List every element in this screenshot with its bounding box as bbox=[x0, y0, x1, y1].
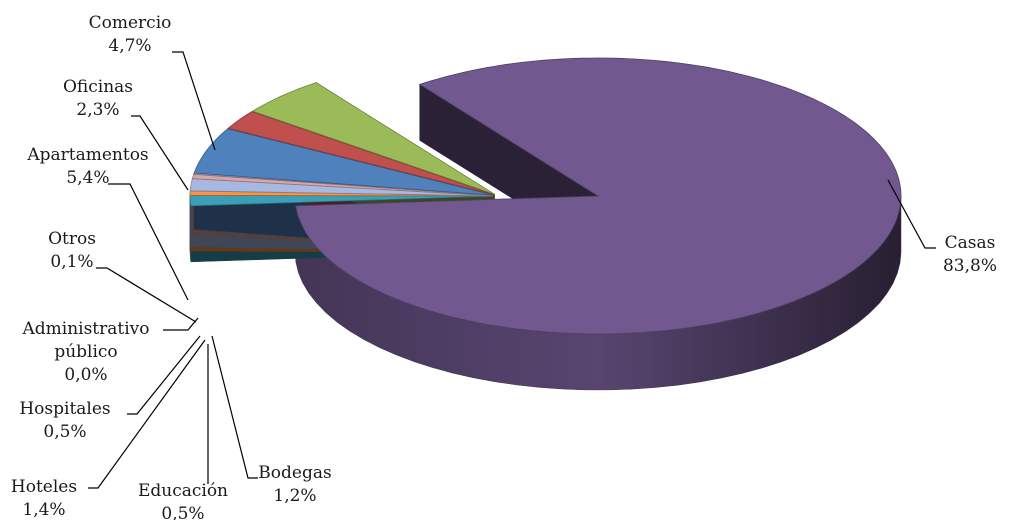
slice-label-comercio: Comercio 4,7% bbox=[89, 13, 172, 56]
slice-label-hoteles: Hoteles 1,4% bbox=[11, 477, 77, 520]
leader-line-casas bbox=[887, 179, 936, 249]
slice-label-hospitales: Hospitales 0,5% bbox=[19, 399, 110, 442]
slice-label-oficinas: Oficinas 2,3% bbox=[63, 77, 133, 120]
leader-line-hoteles bbox=[88, 339, 206, 489]
leader-lines bbox=[88, 51, 936, 489]
slice-label-administrativo-publico: Administrativo público 0,0% bbox=[21, 319, 149, 385]
slice-oficinas bbox=[227, 111, 494, 196]
leader-line-otros bbox=[96, 267, 197, 323]
slice-label-apartamentos: Apartamentos 5,4% bbox=[26, 145, 148, 188]
leader-line-hospitales bbox=[127, 335, 201, 415]
slice-apartamentos bbox=[193, 128, 494, 196]
leader-line-oficinas bbox=[131, 115, 189, 191]
slice-labels: Casas 83,8% Bodegas 1,2% Educación 0,5% Hotele… bbox=[11, 13, 997, 520]
slice-label-otros: Otros 0,1% bbox=[48, 229, 96, 272]
leader-line-comercio bbox=[172, 51, 216, 151]
leader-line-apartamentos bbox=[108, 183, 189, 301]
slice-label-casas: Casas 83,8% bbox=[943, 233, 997, 276]
slice-casas bbox=[295, 57, 902, 335]
slice-label-educacion: Educación 0,5% bbox=[138, 481, 228, 520]
leader-line-administrativo-publico bbox=[163, 317, 199, 331]
slice-tops bbox=[189, 57, 902, 335]
slice-comercio bbox=[251, 82, 495, 195]
slice-label-bodegas: Bodegas 1,2% bbox=[258, 463, 331, 506]
leader-line-bodegas bbox=[211, 335, 258, 479]
